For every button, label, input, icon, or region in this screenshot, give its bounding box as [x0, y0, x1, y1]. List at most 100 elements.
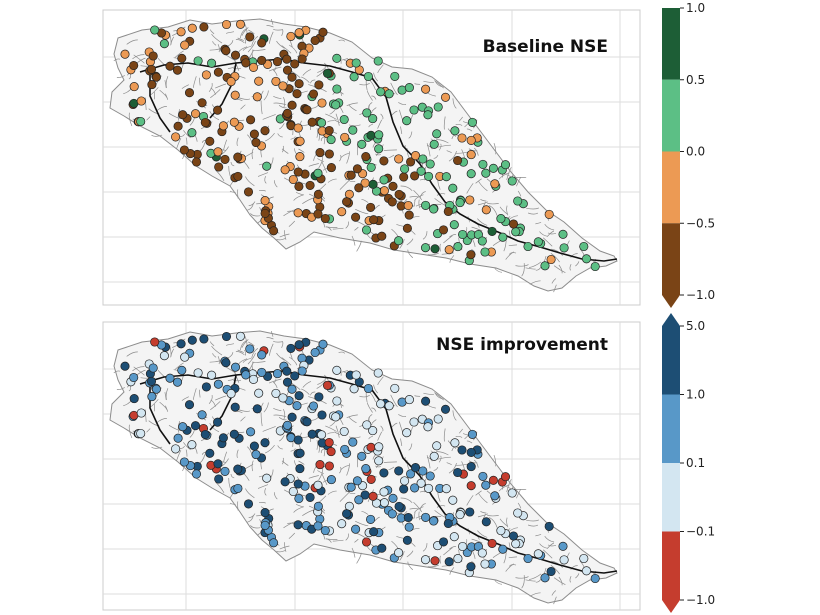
gauge-station	[326, 447, 336, 457]
gauge-station	[394, 466, 404, 476]
tributary	[455, 435, 463, 438]
gauge-station	[235, 331, 246, 341]
gauge-station	[218, 121, 228, 131]
gauge-station	[421, 396, 431, 406]
tributary	[288, 220, 296, 227]
tributary	[192, 388, 197, 400]
gauge-station	[218, 433, 228, 443]
tributary	[260, 100, 263, 115]
gauge-station	[368, 179, 378, 189]
gauge-station	[318, 27, 328, 37]
tributary	[282, 457, 285, 465]
gauge-station	[171, 444, 181, 454]
gauge-station	[523, 553, 533, 564]
gauge-station	[129, 60, 139, 71]
gauge-station	[418, 466, 428, 476]
gauge-station	[477, 236, 487, 246]
gauge-station	[500, 160, 511, 170]
gauge-station	[314, 392, 324, 402]
tributary	[335, 425, 340, 438]
gauge-station	[177, 365, 187, 375]
gauge-station	[257, 55, 267, 65]
tributary	[558, 576, 563, 586]
tributary	[398, 414, 407, 418]
gauge-station	[282, 108, 292, 118]
gauge-station	[292, 89, 302, 99]
gauge-station	[257, 367, 267, 377]
tributary	[273, 95, 282, 99]
gauge-station	[245, 32, 255, 42]
gauge-station	[278, 393, 288, 403]
gauge-station	[148, 51, 158, 61]
tributary	[391, 422, 398, 428]
gauge-station	[480, 247, 490, 257]
tributary	[250, 525, 261, 529]
tributary	[426, 143, 431, 157]
gauge-station	[400, 476, 410, 486]
tributary	[113, 370, 121, 374]
tributary	[466, 128, 473, 132]
gauge-station	[294, 79, 304, 89]
gauge-station	[467, 117, 477, 127]
colorbar-tick-label: −1.0	[686, 288, 715, 302]
colorbar-extend-max	[662, 313, 680, 326]
tributary	[281, 45, 292, 54]
gauge-station	[430, 556, 440, 566]
tributary	[436, 505, 446, 508]
gauge-station	[453, 467, 463, 478]
tributary	[338, 351, 345, 354]
tributary	[126, 351, 138, 357]
gauge-station	[508, 531, 519, 541]
tributary	[263, 402, 269, 413]
tributary	[276, 352, 285, 361]
tributary	[316, 380, 326, 389]
tributary	[281, 357, 292, 366]
gauge-station	[342, 509, 352, 519]
tributary	[189, 429, 195, 438]
gauge-station	[331, 100, 341, 110]
gauge-station	[317, 98, 327, 108]
gauge-station	[544, 521, 554, 531]
tributary	[449, 234, 457, 238]
tributary	[509, 252, 517, 255]
tributary	[503, 552, 507, 564]
tributary	[248, 513, 256, 518]
gauge-station	[331, 412, 341, 422]
gauge-station	[337, 519, 347, 529]
gauge-station	[294, 340, 304, 350]
tributary	[371, 107, 377, 112]
tributary	[283, 521, 295, 529]
tributary	[383, 149, 397, 151]
gauge-station	[448, 495, 458, 505]
tributary	[236, 99, 243, 102]
tributary	[283, 96, 286, 108]
gauge-station	[379, 186, 389, 196]
gauge-station	[467, 429, 477, 439]
gauge-station	[245, 344, 255, 354]
tributary	[317, 470, 324, 474]
gauge-station	[191, 157, 202, 167]
tributary	[133, 366, 145, 376]
gauge-station	[523, 241, 533, 252]
panel-nse-improvement: NSE improvement	[102, 321, 641, 611]
tributary	[359, 82, 370, 86]
tributary	[390, 394, 398, 408]
gauge-station	[200, 117, 210, 128]
tributary	[400, 438, 403, 446]
tributary	[439, 243, 441, 252]
gauge-station	[147, 80, 157, 90]
gauge-station	[136, 408, 146, 418]
tributary	[374, 204, 380, 210]
gauge-station	[394, 501, 404, 511]
tributary	[273, 180, 278, 188]
gauge-station	[579, 241, 589, 252]
gauge-station	[233, 171, 243, 181]
gauge-station	[313, 521, 323, 531]
tributary	[177, 420, 181, 433]
gauge-station	[229, 429, 239, 439]
gauge-station	[246, 427, 256, 437]
gauge-station	[226, 77, 236, 87]
gauge-station	[207, 370, 217, 380]
gauge-station	[362, 420, 372, 430]
tributary	[316, 68, 326, 77]
